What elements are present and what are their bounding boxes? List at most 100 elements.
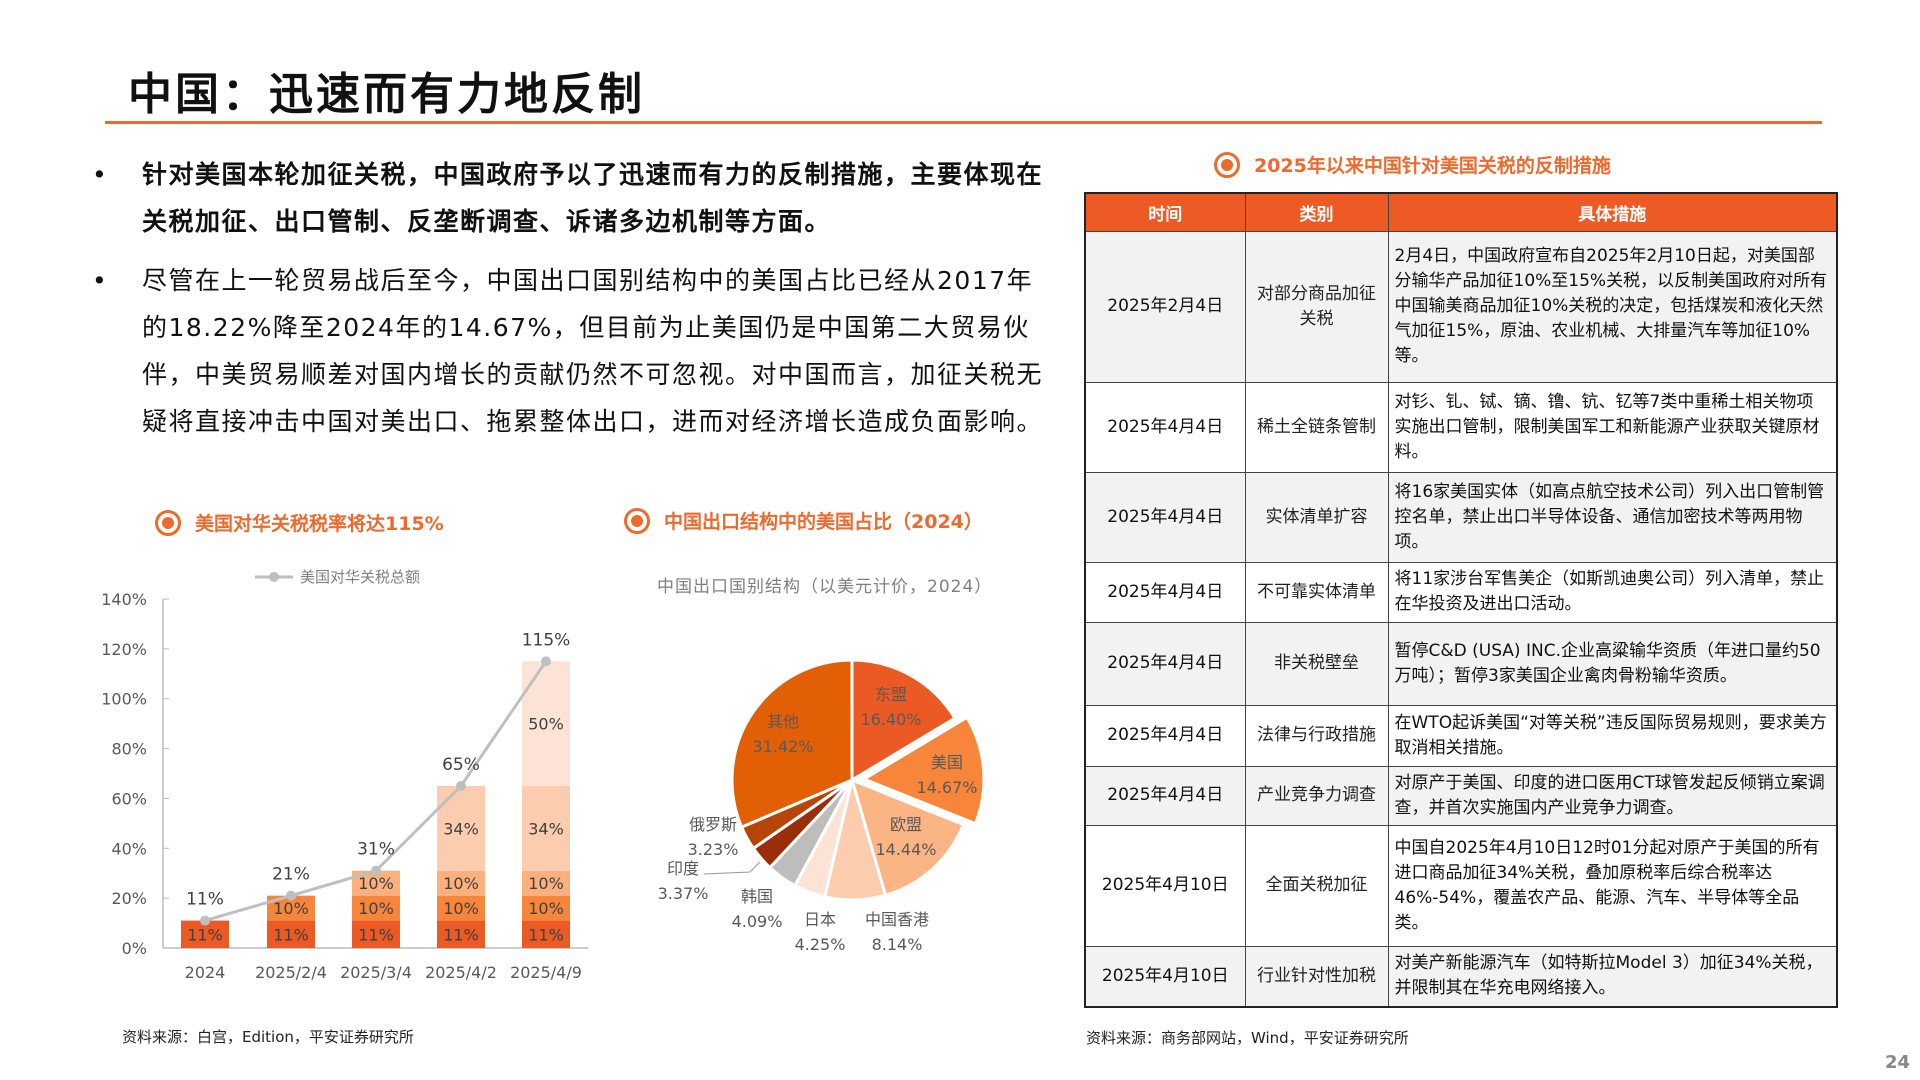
segment-label: 10% [528, 874, 564, 893]
pie-slice [850, 658, 957, 783]
radio-target-icon [155, 509, 181, 536]
export-pie-chart: 中国出口国别结构（以美元计价，2024） 东盟 16.40% 美国 14.67% 欧盟 14… [657, 577, 992, 954]
measure-cell: 对原产于美国、印度的进口医用CT球管发起反倾销立案调查，并首次实施国内产业竞争力… [1387, 765, 1838, 826]
segment-label: 11% [358, 925, 394, 944]
table-row: 2025年4月4日 实体清单扩容 将16家美国实体（如高点航空技术公司）列入出口管制… [1084, 471, 1838, 563]
table-header-row: 时间 类别 具体措施 [1084, 192, 1838, 232]
slice-value: 3.37% [658, 884, 709, 903]
segment-label: 11% [528, 925, 564, 944]
category-cell: 非关税壁垒 [1244, 621, 1389, 706]
x-tick-label: 2025/4/9 [510, 963, 582, 982]
date-cell: 2025年4月4日 [1084, 381, 1246, 473]
slice-value: 3.23% [688, 840, 739, 859]
slice-label: 日本 [804, 910, 836, 929]
date-cell: 2025年4月4日 [1084, 471, 1246, 563]
table-row: 2025年4月4日 法律与行政措施 在WTO起诉美国“对等关税”违反国际贸易规则，要… [1084, 704, 1838, 767]
line-point [541, 656, 551, 667]
pie-slice [860, 715, 986, 826]
x-tick-label: 2025/3/4 [340, 963, 412, 982]
slice-value: 14.44% [875, 840, 936, 859]
header-measures: 具体措施 [1387, 192, 1838, 232]
tariff-bar-chart: 0% 20% 40% 60% 80% 100% 120% 140% 11% 2024 11% 10% 2… [101, 568, 588, 982]
date-cell: 2025年2月4日 [1084, 230, 1246, 383]
bullet-text: 尽管在上一轮贸易战后至今，中国出口国别结构中的美国占比已经从2017年的18.2… [142, 266, 1044, 436]
bullet-dot: • [92, 266, 107, 295]
slice-label: 俄罗斯 [689, 815, 737, 834]
slice-label: 欧盟 [890, 815, 922, 834]
radio-target-icon [624, 507, 650, 534]
bar-segment [352, 895, 400, 921]
table-row: 2025年2月4日 对部分商品加征关税 2月4日，中国政府宣布自2025年2月10日… [1084, 230, 1838, 383]
header-time: 时间 [1084, 192, 1246, 232]
slice-value: 31.42% [752, 737, 813, 756]
header-category: 类别 [1244, 192, 1389, 232]
x-tick-label: 2024 [185, 963, 226, 982]
table-row: 2025年4月4日 产业竞争力调查 对原产于美国、印度的进口医用CT球管发起反倾销立… [1084, 765, 1838, 826]
date-cell: 2025年4月4日 [1084, 765, 1246, 826]
slice-label: 印度 [667, 859, 699, 878]
measure-cell: 将11家涉台军售美企（如斯凯迪奥公司）列入清单，禁止在华投资及进出口活动。 [1387, 561, 1838, 623]
y-tick-label: 60% [111, 789, 147, 808]
bar-chart-heading-text: 美国对华关税税率将达115% [195, 513, 444, 535]
table-row: 2025年4月4日 非关税壁垒 暂停C&D (USA) INC.企业高粱输华资质（年… [1084, 621, 1838, 706]
legend-label: 美国对华关税总额 [300, 568, 420, 586]
total-label: 115% [522, 630, 571, 650]
table-row: 2025年4月10日 全面关税加征 中国自2025年4月10日12时01分起对原产于… [1084, 824, 1838, 947]
table-heading-text: 2025年以来中国针对美国关税的反制措施 [1254, 155, 1611, 177]
bar-segment [522, 661, 570, 786]
date-cell: 2025年4月10日 [1084, 824, 1246, 947]
total-label: 31% [357, 840, 395, 860]
date-cell: 2025年4月4日 [1084, 561, 1246, 623]
measure-cell: 2月4日，中国政府宣布自2025年2月10日起，对美国部分输华产品加征10%至1… [1387, 230, 1838, 383]
category-cell: 对部分商品加征关税 [1244, 230, 1389, 383]
legend-marker [269, 572, 279, 582]
segment-label: 34% [528, 819, 564, 838]
line-point [456, 780, 466, 791]
slice-label: 东盟 [875, 685, 907, 704]
segment-label: 10% [528, 899, 564, 918]
total-label: 65% [442, 755, 480, 775]
page-title: 中国：迅速而有力地反制 [128, 69, 645, 120]
category-cell: 行业针对性加税 [1244, 945, 1389, 1008]
category-cell: 全面关税加征 [1244, 824, 1389, 947]
measure-cell: 对美产新能源汽车（如特斯拉Model 3）加征34%关税，并限制其在华充电网络接… [1387, 945, 1838, 1008]
segment-label: 10% [358, 874, 394, 893]
page-number: 24 [1884, 1052, 1910, 1073]
segment-label: 11% [443, 925, 479, 944]
source-note-right: 资料来源：商务部网站，Wind，平安证券研究所 [1086, 1029, 1409, 1047]
y-tick-label: 80% [111, 740, 147, 759]
measure-cell: 对钐、钆、铽、镝、镥、钪、钇等7类中重稀土相关物项实施出口管制，限制美国军工和新… [1387, 381, 1838, 473]
line-point [200, 915, 210, 926]
category-cell: 不可靠实体清单 [1244, 561, 1389, 623]
x-tick-label: 2025/2/4 [255, 963, 327, 982]
bar-segment [352, 920, 400, 948]
table-row: 2025年4月4日 稀土全链条管制 对钐、钆、铽、镝、镥、钪、钇等7类中重稀土相关物… [1084, 381, 1838, 473]
y-tick-label: 100% [101, 690, 147, 709]
slice-label: 中国香港 [865, 910, 929, 929]
slice-value: 16.40% [860, 710, 921, 729]
y-tick-label: 0% [122, 939, 147, 958]
bar-segment [437, 895, 485, 921]
segment-label: 10% [443, 899, 479, 918]
slice-value: 14.67% [916, 778, 977, 797]
x-tick-label: 2025/4/2 [425, 963, 497, 982]
date-cell: 2025年4月10日 [1084, 945, 1246, 1008]
y-tick-label: 40% [111, 839, 147, 858]
segment-label: 11% [187, 925, 223, 944]
category-cell: 产业竞争力调查 [1244, 765, 1389, 826]
pie-title: 中国出口国别结构（以美元计价，2024） [657, 577, 992, 597]
bar-segment [522, 785, 570, 871]
radio-target-icon [1214, 151, 1240, 178]
table-row: 2025年4月10日 行业针对性加税 对美产新能源汽车（如特斯拉Model 3）加征… [1084, 945, 1838, 1008]
line-point [286, 890, 296, 901]
table-heading: 2025年以来中国针对美国关税的反制措施 [1214, 151, 1611, 178]
pie-chart-heading-text: 中国出口结构中的美国占比（2024） [664, 511, 983, 533]
y-tick-label: 140% [101, 590, 147, 609]
slice-value: 8.14% [872, 935, 923, 954]
y-tick-label: 120% [101, 640, 147, 659]
date-cell: 2025年4月4日 [1084, 704, 1246, 767]
bar-segment [522, 870, 570, 896]
slice-value: 4.09% [732, 912, 783, 931]
pie-chart-heading: 中国出口结构中的美国占比（2024） [624, 507, 983, 534]
measure-cell: 在WTO起诉美国“对等关税”违反国际贸易规则，要求美方取消相关措施。 [1387, 704, 1838, 767]
